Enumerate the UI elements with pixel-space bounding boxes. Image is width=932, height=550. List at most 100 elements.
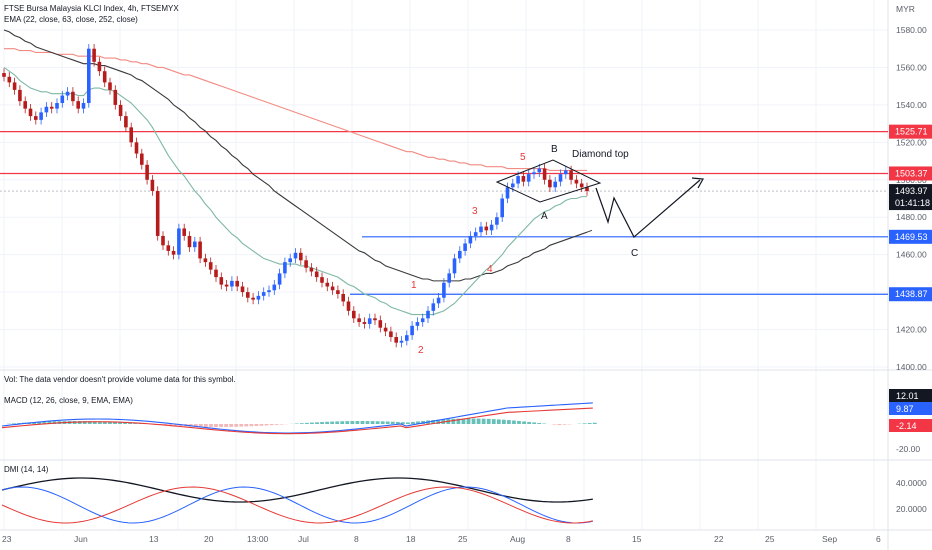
wave-label-red: 5 — [520, 152, 526, 163]
last-price-label: 1493.97 — [895, 186, 928, 196]
macd-histogram-bar — [370, 421, 375, 424]
macd-tag — [889, 419, 932, 432]
wave-label-red: 1 — [411, 280, 417, 291]
macd-histogram-bar — [229, 424, 234, 427]
macd-histogram-bar — [537, 422, 542, 424]
macd-histogram-bar — [522, 421, 526, 424]
forecast-path — [595, 179, 701, 238]
di-plus-line — [1, 486, 593, 524]
candle-body — [198, 241, 202, 259]
price-tick: 1580.00 — [896, 25, 927, 35]
candle-body — [447, 273, 451, 283]
macd-histogram-bar — [305, 422, 309, 424]
candle-body — [208, 262, 213, 270]
candle-body — [320, 277, 324, 283]
candle-body — [314, 271, 319, 278]
candle-body — [39, 112, 43, 120]
candle-body — [161, 235, 165, 246]
price-tick: 1460.00 — [896, 250, 927, 260]
candle-body — [405, 335, 409, 341]
macd-tag — [889, 402, 932, 415]
candle-body — [261, 292, 266, 296]
macd-histogram-bar — [416, 421, 420, 424]
candle-body — [235, 280, 239, 287]
chart-title: FTSE Bursa Malaysia KLCI Index, 4h, FTSE… — [4, 4, 179, 13]
ema252-line — [4, 48, 587, 171]
macd-histogram-bar — [411, 421, 415, 424]
macd-histogram-bar — [209, 424, 213, 427]
macd-histogram-bar — [582, 423, 587, 424]
candle-body — [150, 179, 155, 192]
candle-body — [267, 290, 271, 293]
time-tick: Jul — [298, 534, 309, 544]
candle-body — [214, 269, 218, 278]
macd-signal-line — [1, 407, 593, 435]
candle-body — [489, 224, 494, 231]
macd-histogram-bar — [592, 422, 597, 424]
macd-histogram-bar — [552, 424, 557, 425]
macd-histogram-bar — [32, 422, 37, 424]
candle-body — [18, 89, 22, 102]
time-tick: 20 — [204, 534, 214, 544]
di-minus-line — [1, 486, 593, 524]
price-tick: 1480.00 — [896, 212, 927, 222]
candle-body — [108, 82, 112, 90]
diamond-top-pattern: Diamond top 1 2 3 4 5 A B C — [411, 144, 704, 356]
candle-body — [219, 277, 224, 285]
candle-body — [373, 318, 377, 321]
macd-histogram-bar — [330, 421, 335, 424]
macd-histogram-bar — [118, 422, 122, 424]
candle-body — [7, 76, 12, 83]
candle-body — [383, 327, 388, 332]
candle-body — [468, 235, 473, 244]
macd-histogram-bar — [501, 419, 506, 424]
candle-body — [532, 172, 536, 175]
macd-histogram-bar — [279, 424, 284, 425]
ema22-line — [3, 66, 587, 316]
macd-histogram-bar — [103, 421, 107, 424]
price-tick: 1540.00 — [896, 100, 927, 110]
time-tick: 13 — [149, 534, 159, 544]
candle-body — [283, 262, 287, 274]
forecast-arrow — [691, 177, 704, 189]
macd-histogram-bar — [198, 424, 203, 427]
macd-histogram-bar — [350, 421, 355, 424]
price-tag — [889, 166, 932, 181]
candle-body — [394, 337, 398, 343]
candle-body — [495, 217, 499, 225]
candle-body — [102, 71, 107, 83]
dmi-tick: 20.0000 — [896, 504, 927, 514]
macd-histogram-bar — [173, 424, 178, 426]
macd-histogram-bar — [456, 418, 461, 424]
macd-histogram-bar — [451, 418, 456, 424]
macd-histogram-bar — [400, 422, 405, 424]
macd-pane — [1, 402, 597, 435]
macd-histogram-bar — [113, 422, 117, 424]
dmi-pane — [1, 477, 593, 524]
ema-legend: EMA (22, close, 63, close, 252, close) — [4, 15, 138, 24]
candle-body — [500, 198, 504, 218]
candle-body — [60, 95, 65, 104]
wave-label-red: 4 — [487, 264, 493, 275]
price-tag-label: 1438.87 — [895, 289, 928, 299]
candle-body — [113, 89, 118, 105]
candle-body — [124, 116, 128, 128]
candle-body — [511, 183, 515, 188]
candle-body — [171, 250, 176, 255]
time-tick: Aug — [510, 534, 525, 544]
candle-body — [12, 82, 17, 90]
candle-body — [299, 252, 303, 261]
macd-histogram-bar — [491, 419, 496, 424]
macd-histogram-bar — [310, 422, 314, 424]
macd-tag — [889, 389, 932, 402]
candle-body — [564, 170, 568, 175]
macd-histogram-bar — [557, 424, 562, 426]
macd-histogram-bar — [259, 424, 264, 426]
candle-body — [346, 301, 351, 311]
time-tick: 18 — [406, 534, 416, 544]
macd-histogram-bar — [517, 420, 521, 424]
candle-body — [336, 290, 340, 294]
wave-label-black: A — [541, 211, 548, 222]
macd-histogram-bar — [224, 424, 228, 427]
